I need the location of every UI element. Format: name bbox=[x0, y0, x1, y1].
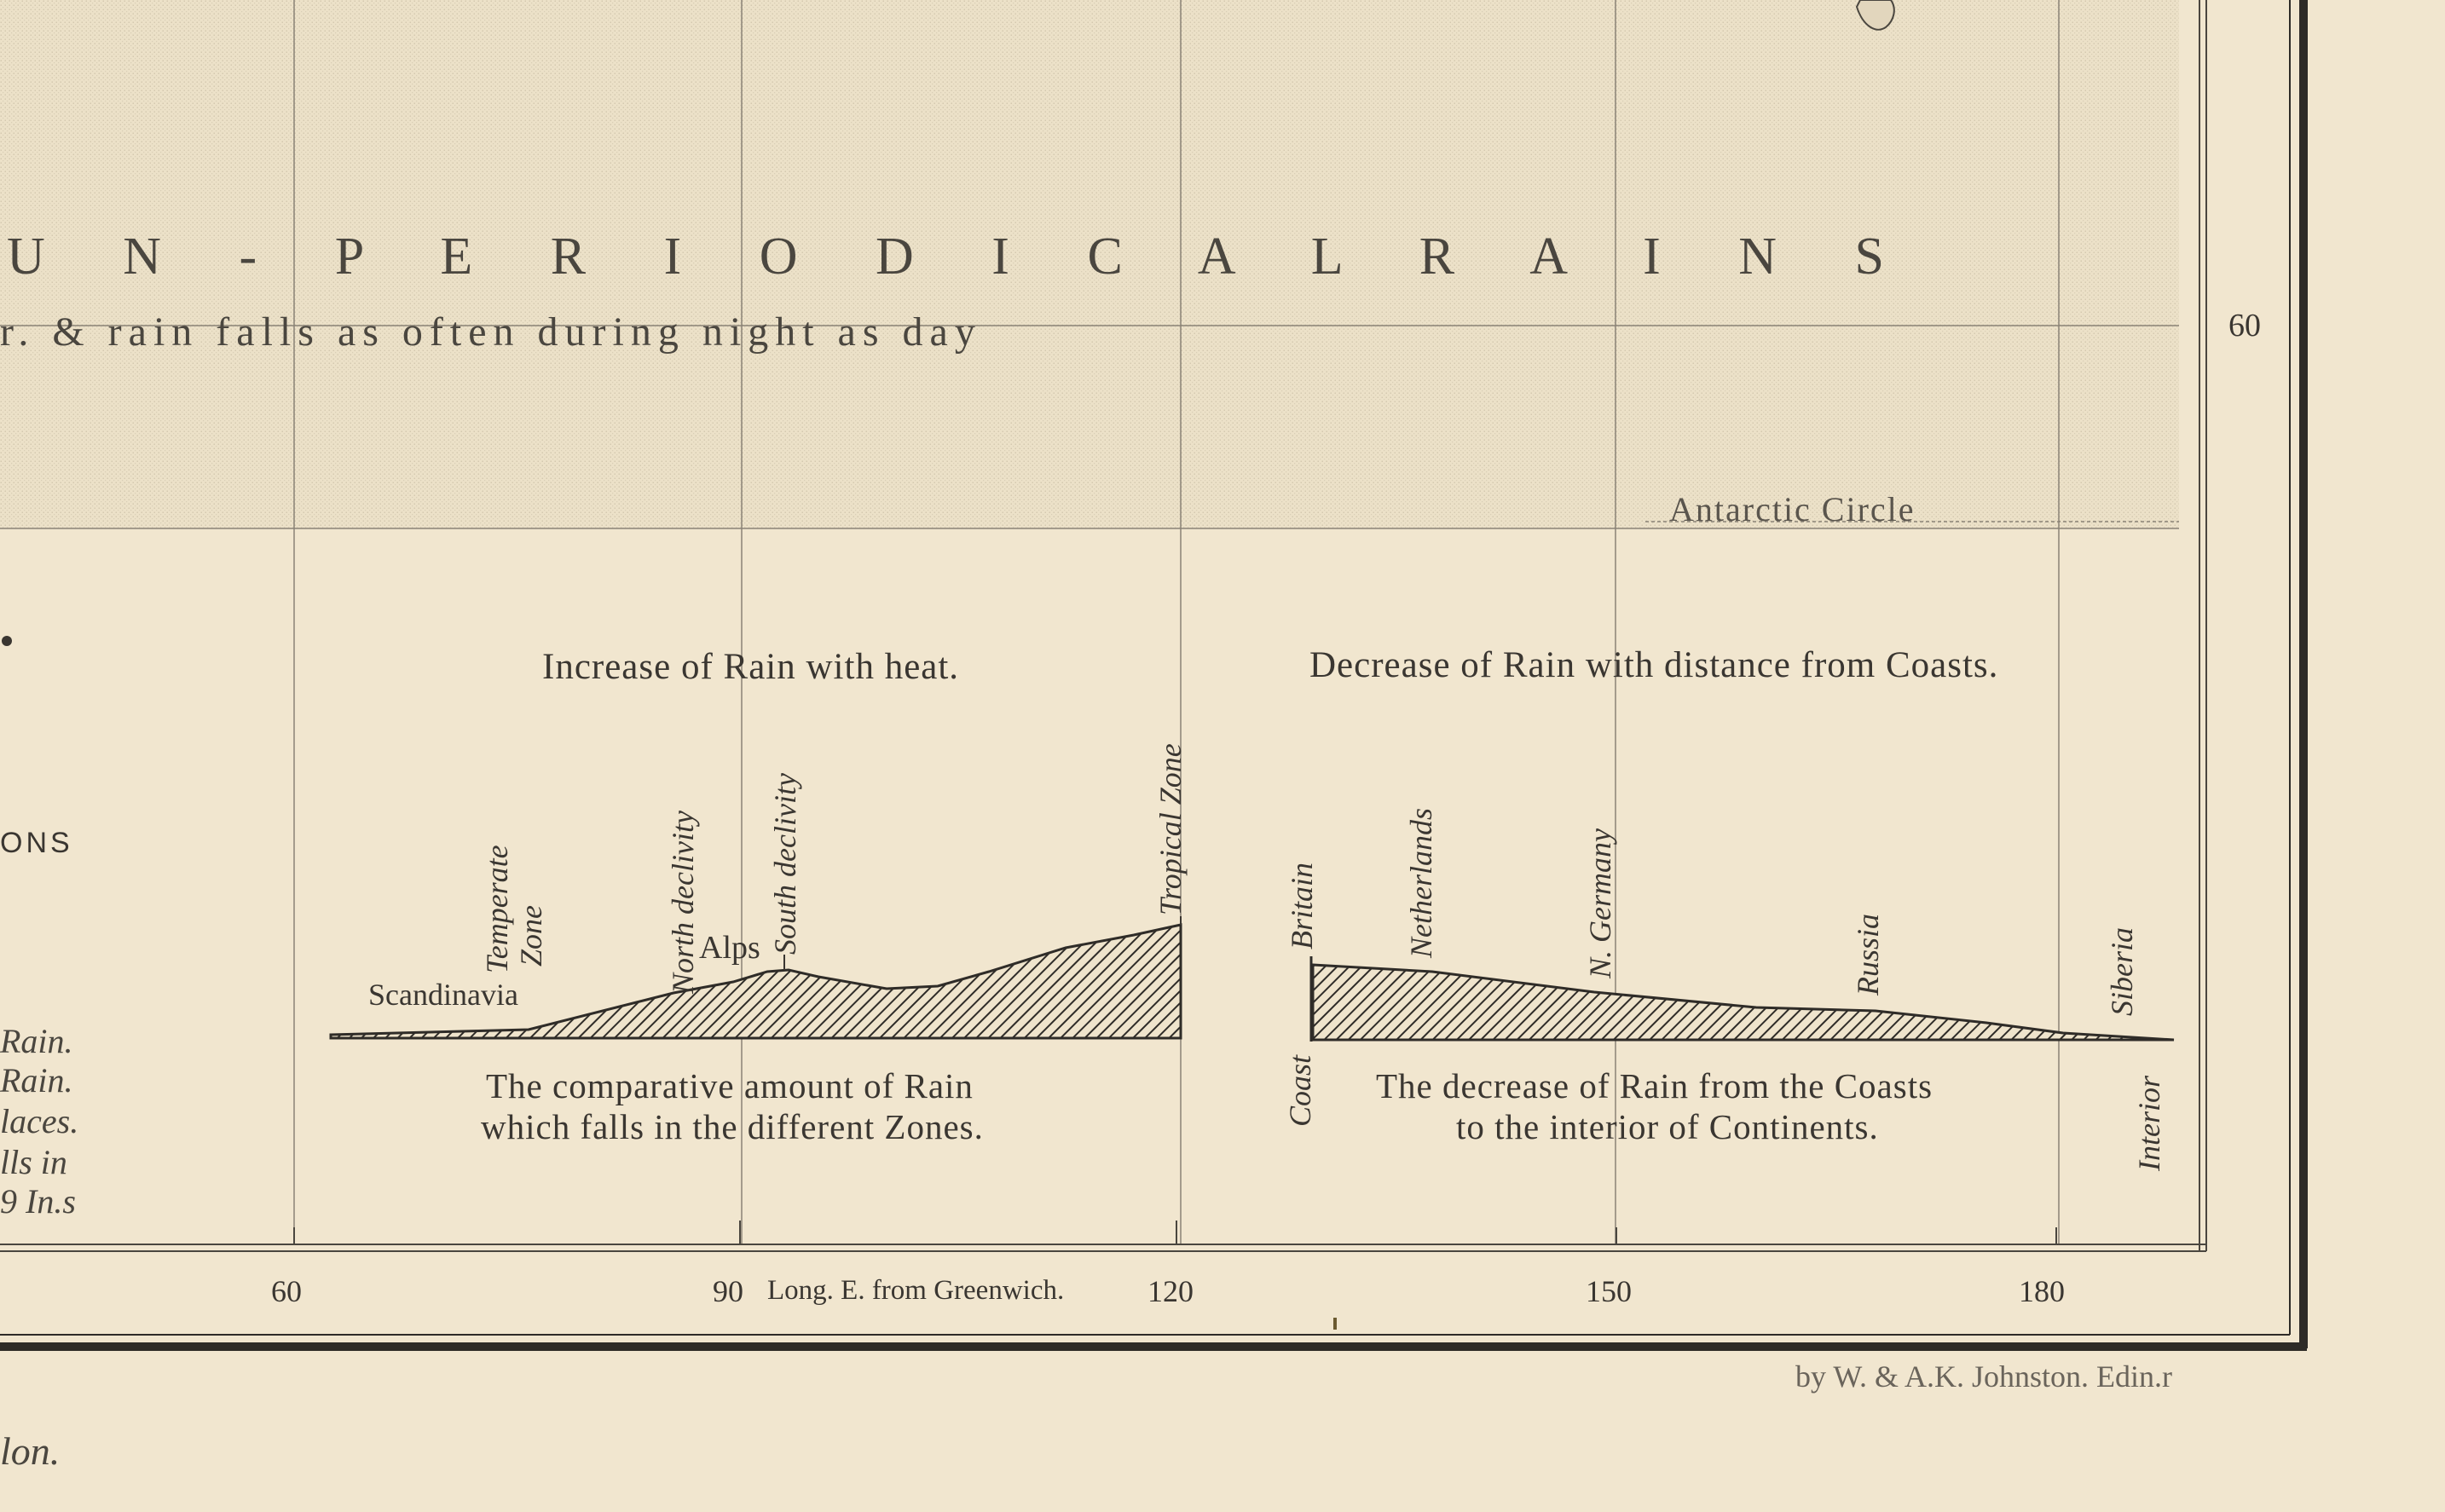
longitude-120: 120 bbox=[1147, 1274, 1194, 1308]
label-britain: Britain bbox=[1285, 862, 1319, 949]
island bbox=[1855, 0, 1895, 31]
map-subline: r. & rain falls as often during night as… bbox=[0, 309, 982, 355]
label-tropical-zone: Tropical Zone bbox=[1153, 743, 1188, 915]
longitude-180: 180 bbox=[2019, 1274, 2065, 1308]
label-temperate-zone-1: Temperate bbox=[480, 845, 514, 973]
longitude-90: 90 bbox=[713, 1274, 743, 1308]
heat-profile bbox=[329, 916, 1182, 1040]
longitude-60: 60 bbox=[271, 1274, 302, 1308]
heat-caption-line-1: The comparative amount of Rain bbox=[486, 1066, 974, 1105]
legend-line-3: laces. bbox=[0, 1102, 79, 1140]
coasts-diagram-title: Decrease of Rain with distance from Coas… bbox=[1309, 645, 1999, 685]
label-north-declivity: North declivity bbox=[666, 811, 700, 994]
label-siberia: Siberia bbox=[2105, 927, 2139, 1016]
bottom-fragment: lon. bbox=[0, 1429, 61, 1473]
coasts-caption-line-2: to the interior of Continents. bbox=[1456, 1107, 1879, 1146]
legend-line-5: 9 In.s bbox=[0, 1182, 76, 1221]
coasts-caption-line-1: The decrease of Rain from the Coasts bbox=[1376, 1066, 1933, 1105]
heat-diagram-title: Increase of Rain with heat. bbox=[542, 647, 960, 687]
label-interior: Interior bbox=[2132, 1076, 2166, 1171]
map-headline: U N - P E R I O D I C A L R A I N S bbox=[7, 228, 1916, 286]
label-coast: Coast bbox=[1283, 1054, 1317, 1127]
coasts-profile bbox=[1309, 956, 2175, 1042]
longitude-ticks bbox=[293, 1221, 2057, 1244]
heat-caption-line-2: which falls in the different Zones. bbox=[481, 1107, 984, 1146]
label-scandinavia: Scandinavia bbox=[368, 978, 518, 1012]
legend-ons: ONS bbox=[0, 827, 73, 859]
heat-profile-area bbox=[329, 923, 1182, 1040]
label-temperate-zone-2: Zone bbox=[514, 905, 548, 967]
latitude-label-60: 60 bbox=[2228, 308, 2261, 343]
label-n-germany: N. Germany bbox=[1583, 828, 1617, 978]
outer-frame bbox=[0, 0, 2308, 1351]
ocean-stipple bbox=[0, 0, 2179, 528]
engraver-credit: by W. & A.K. Johnston. Edin.r bbox=[1795, 1359, 2173, 1394]
longitude-150: 150 bbox=[1586, 1274, 1632, 1308]
parallel-lines bbox=[0, 325, 2179, 529]
inner-border bbox=[0, 0, 2207, 1252]
label-russia: Russia bbox=[1851, 913, 1885, 995]
legend-line-4: lls in bbox=[0, 1143, 67, 1181]
label-alps: Alps bbox=[699, 930, 760, 966]
antarctic-circle-label: Antarctic Circle bbox=[1669, 490, 1916, 528]
label-netherlands: Netherlands bbox=[1404, 808, 1438, 958]
legend-line-2: Rain. bbox=[0, 1061, 73, 1099]
label-south-declivity: South declivity bbox=[768, 773, 802, 955]
longitude-axis-label: Long. E. from Greenwich. bbox=[767, 1275, 1065, 1306]
legend-line-1: Rain. bbox=[0, 1022, 73, 1060]
